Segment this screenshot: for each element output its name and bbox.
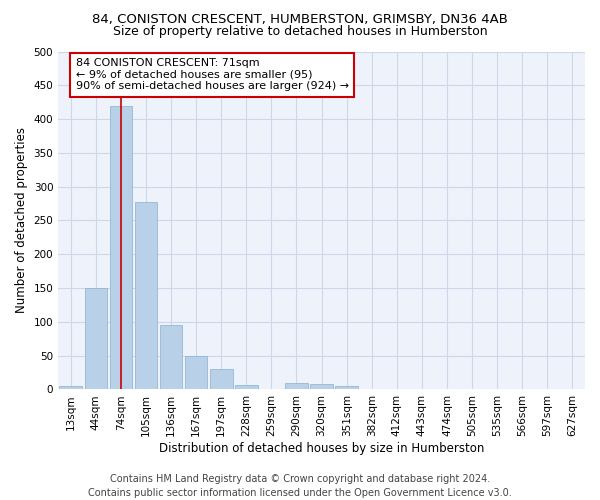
Bar	[285, 382, 308, 390]
Bar	[134, 202, 157, 390]
Text: Size of property relative to detached houses in Humberston: Size of property relative to detached ho…	[113, 25, 487, 38]
Bar	[310, 384, 333, 390]
Bar	[160, 324, 182, 390]
Bar	[185, 356, 208, 390]
Text: Contains HM Land Registry data © Crown copyright and database right 2024.
Contai: Contains HM Land Registry data © Crown c…	[88, 474, 512, 498]
Bar	[235, 384, 257, 390]
Bar	[210, 369, 233, 390]
X-axis label: Distribution of detached houses by size in Humberston: Distribution of detached houses by size …	[159, 442, 484, 455]
Text: 84 CONISTON CRESCENT: 71sqm
← 9% of detached houses are smaller (95)
90% of semi: 84 CONISTON CRESCENT: 71sqm ← 9% of deta…	[76, 58, 349, 92]
Text: 84, CONISTON CRESCENT, HUMBERSTON, GRIMSBY, DN36 4AB: 84, CONISTON CRESCENT, HUMBERSTON, GRIMS…	[92, 12, 508, 26]
Y-axis label: Number of detached properties: Number of detached properties	[15, 128, 28, 314]
Bar	[110, 106, 132, 390]
Bar	[335, 386, 358, 390]
Bar	[59, 386, 82, 390]
Bar	[85, 288, 107, 390]
